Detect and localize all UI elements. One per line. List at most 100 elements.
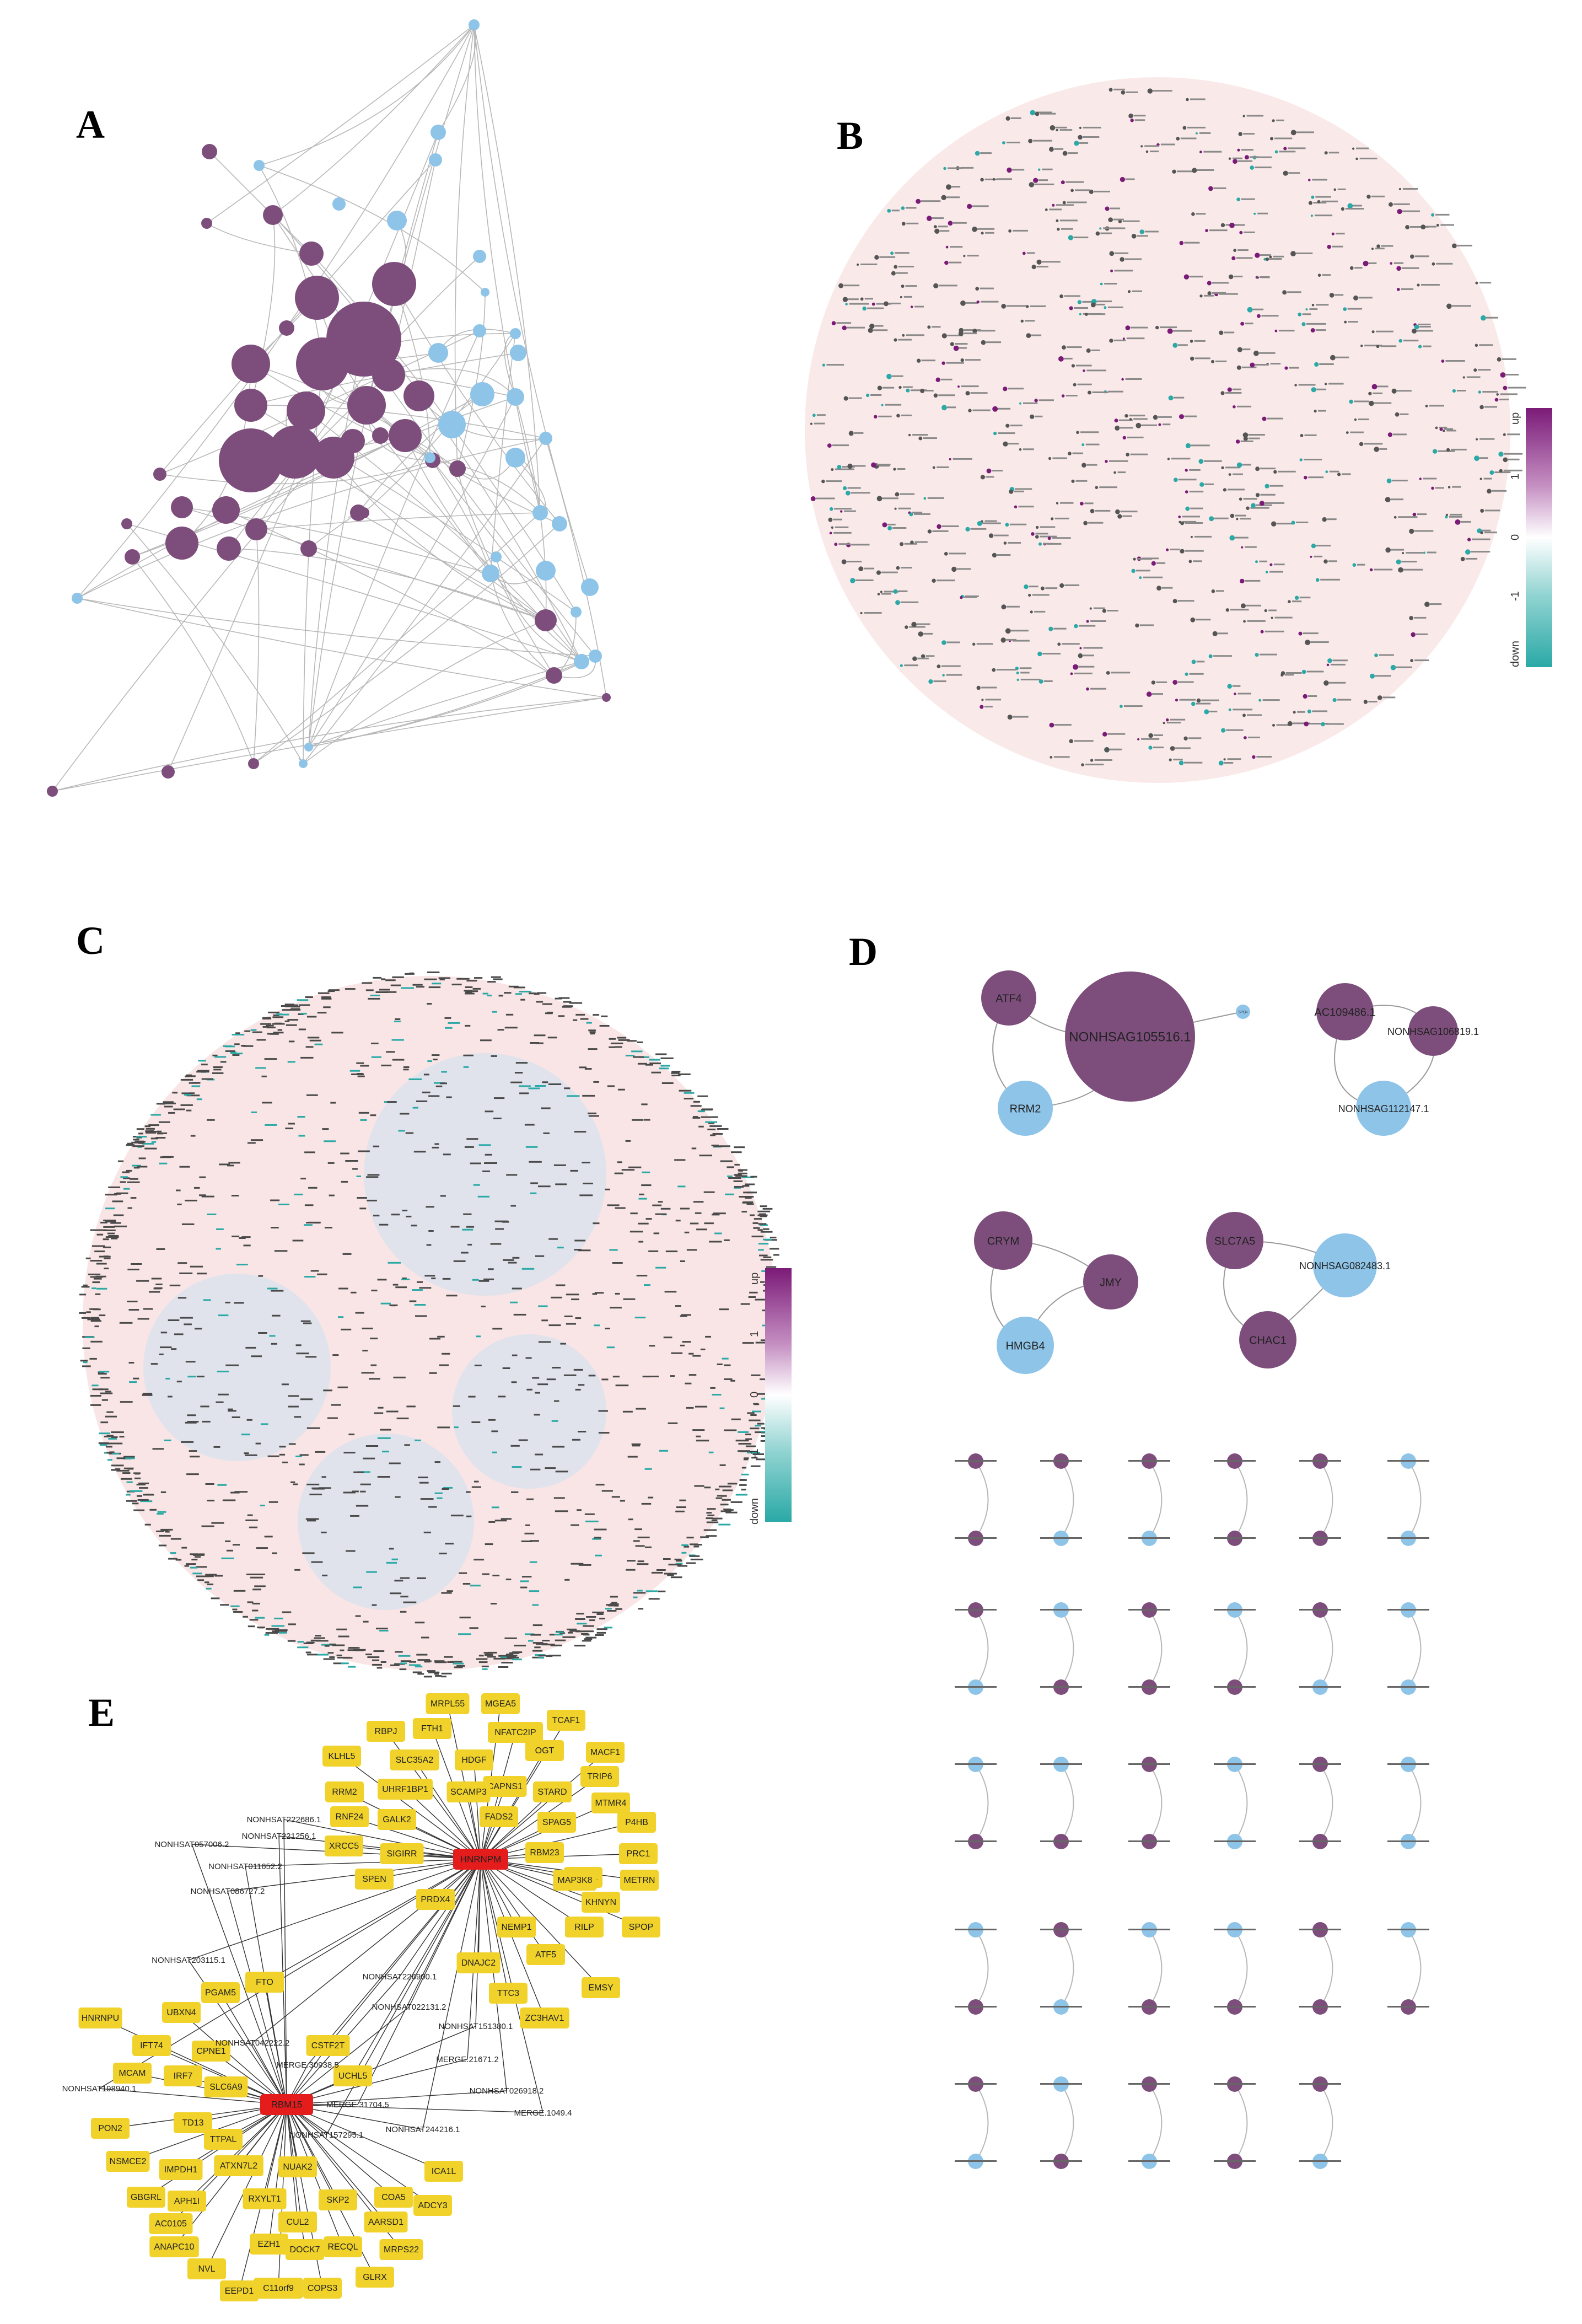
panel-e-lncrna-label: NONHSAT022131.2 — [372, 2003, 446, 2012]
panel-c-node-tag — [622, 1410, 633, 1413]
panel-b-node-tag — [1247, 620, 1266, 622]
panel-b-node — [1479, 405, 1484, 410]
panel-c-node-tag — [450, 1226, 460, 1228]
panel-b-node — [1126, 453, 1129, 457]
panel-b-node-tag — [834, 508, 852, 510]
panel-b-node — [898, 385, 902, 389]
panel-b-node — [1452, 389, 1456, 393]
panel-c-node-tag — [581, 1630, 594, 1633]
panel-b-node-tag — [901, 414, 912, 416]
panel-c-node-tag — [290, 1004, 299, 1006]
panel-b-node — [1396, 266, 1401, 271]
panel-c-node-tag — [478, 1280, 489, 1282]
panel-c-node-tag — [417, 1673, 424, 1675]
panel-c-node-tag — [216, 1228, 224, 1230]
panel-d-pair-tag — [1299, 1460, 1341, 1462]
panel-c-node-tag — [712, 1116, 718, 1118]
panel-b-node-tag — [1174, 396, 1185, 399]
panel-c-node-tag — [399, 1668, 407, 1671]
panel-e-node-text: NEMP1 — [501, 1923, 531, 1932]
panel-b-node-tag — [835, 526, 849, 528]
panel-c-node-tag — [483, 1652, 491, 1654]
panel-b-node-tag — [832, 444, 849, 447]
panel-c-node-tag — [584, 1068, 592, 1070]
panel-c-node-tag — [415, 1315, 427, 1317]
panel-c-node-tag — [625, 1055, 635, 1056]
panel-c-node-tag — [190, 1265, 203, 1268]
panel-e-node-text: RBM23 — [530, 1848, 559, 1858]
panel-d-node-label: AC109486.1 — [1314, 1006, 1375, 1018]
panel-c-node-tag — [356, 1062, 364, 1064]
panel-b-node — [1048, 457, 1052, 460]
panel-e-edge — [405, 1789, 481, 1860]
panel-b-node-tag — [1398, 516, 1418, 518]
panel-b-node-tag — [1177, 600, 1194, 602]
panel-b-node-tag — [1013, 640, 1030, 642]
panel-b-legend-tick-1: 1 — [1509, 474, 1521, 480]
panel-b-node — [976, 300, 980, 304]
panel-b-node-tag — [1452, 486, 1461, 488]
panel-b-node — [1071, 479, 1075, 483]
panel-b-node — [1310, 214, 1313, 217]
panel-c-node-tag — [529, 992, 537, 995]
panel-a-node — [287, 391, 325, 430]
panel-d-network: ATF4 NONHSAG105516.1 SPEN RRM2 AC109486.… — [955, 970, 1479, 2169]
panel-b-node-tag — [1391, 549, 1405, 551]
panel-c-node-tag — [605, 1328, 610, 1329]
panel-c-node-tag — [106, 1411, 114, 1413]
panel-c-node-tag — [498, 1666, 509, 1668]
panel-b-node-tag — [1296, 131, 1314, 133]
panel-c-node-tag — [279, 1446, 286, 1448]
panel-e-node-text: KLHL5 — [329, 1752, 356, 1761]
panel-c-node-tag — [743, 1458, 749, 1461]
panel-c-node-tag — [513, 1656, 519, 1659]
panel-c-node-tag — [741, 1211, 747, 1213]
panel-b-node-tag — [1371, 195, 1385, 197]
panel-c-node-tag — [738, 1431, 749, 1433]
panel-c-node-tag — [727, 1166, 734, 1168]
panel-c-node-tag — [688, 1374, 697, 1376]
panel-b-node — [1243, 436, 1248, 441]
panel-b-node-tag — [1354, 267, 1363, 269]
panel-c-node-tag — [414, 1304, 426, 1306]
panel-e-node-text: TRIP6 — [587, 1772, 612, 1781]
panel-b-node-tag — [816, 497, 835, 500]
panel-c-node-tag — [127, 1468, 134, 1470]
panel-b-node — [1125, 325, 1131, 330]
panel-c-node-tag — [365, 1445, 379, 1447]
panel-c-node-tag — [79, 1294, 87, 1296]
panel-b-node — [1265, 257, 1269, 261]
panel-c-node-tag — [196, 1098, 202, 1101]
hub-node-label: HNRNPM — [460, 1854, 502, 1864]
panel-c-node-tag — [564, 1087, 571, 1089]
panel-c-node-tag — [644, 1119, 650, 1121]
panel-e-target-box — [245, 1972, 284, 1993]
panel-c-node-tag — [264, 1536, 273, 1538]
panel-e-target-node: GALK2 — [378, 1809, 416, 1830]
panel-b-node-tag — [1292, 600, 1302, 603]
panel-b-node-tag — [1194, 357, 1210, 359]
panel-b-node-tag — [1095, 509, 1111, 512]
panel-c-node-tag — [611, 1496, 620, 1498]
panel-b-node-tag — [1153, 747, 1164, 749]
panel-c-node-tag — [256, 1039, 266, 1041]
panel-b-node — [1233, 159, 1237, 164]
panel-d-pair-tag — [1128, 1763, 1170, 1765]
panel-d-pair-tag — [1128, 1929, 1170, 1930]
panel-c-node-tag — [534, 1414, 540, 1416]
panel-c-node-tag — [491, 976, 501, 978]
panel-c-node-tag — [428, 986, 441, 989]
panel-c-node-tag — [372, 1659, 380, 1661]
panel-c-node-tag — [725, 1193, 734, 1195]
panel-c-node-tag — [90, 1317, 99, 1319]
panel-c-node-tag — [279, 1631, 287, 1634]
panel-c-node-tag — [615, 1046, 622, 1048]
panel-c-node-tag — [272, 1630, 279, 1632]
panel-e-edge — [307, 1859, 481, 2065]
panel-c-node-tag — [667, 1574, 674, 1576]
panel-b-node — [932, 578, 936, 583]
panel-c-node-tag — [671, 1075, 681, 1077]
panel-c-node-tag — [409, 1300, 417, 1302]
panel-b-node — [1479, 477, 1482, 480]
panel-b-node — [874, 415, 878, 418]
